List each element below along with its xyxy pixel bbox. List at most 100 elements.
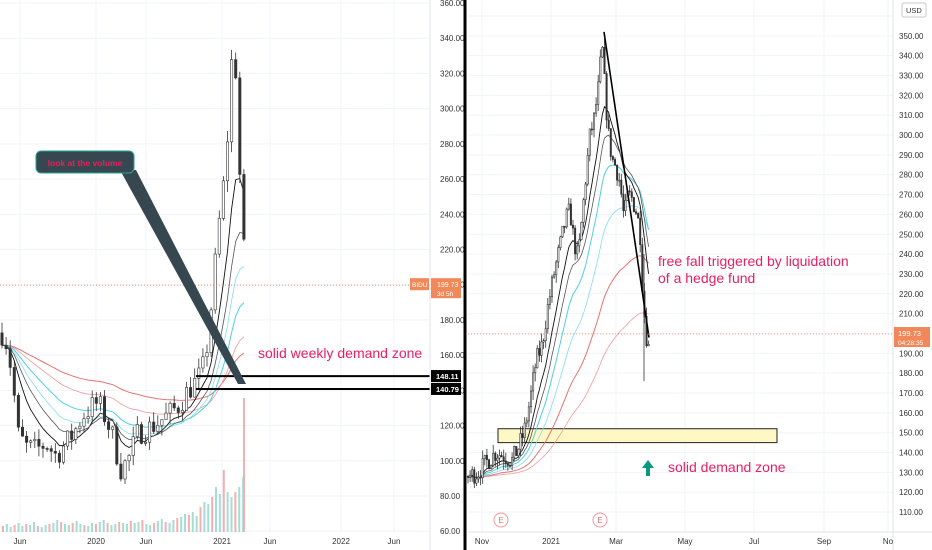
daily-candle: [479, 470, 482, 486]
weekly-candle-body: [180, 409, 184, 413]
weekly-candle-body: [164, 412, 168, 420]
daily-candle-body: [498, 455, 501, 459]
daily-candle: [628, 185, 631, 196]
weekly-candle: [152, 412, 156, 435]
weekly-candle: [205, 344, 209, 367]
weekly-volume-bar: [2, 526, 4, 532]
weekly-y-tick-label: 100.00: [440, 457, 465, 466]
weekly-candle-body: [226, 141, 230, 182]
weekly-candle: [160, 419, 164, 436]
daily-candle-body: [565, 208, 568, 228]
daily-candle: [515, 446, 518, 456]
daily-candle-body: [473, 469, 476, 484]
daily-candle-body: [496, 457, 499, 461]
daily-chart-panel[interactable]: USD 110.00 120.00 130.00 140.00 150.00 160.00 1…: [466, 0, 932, 550]
weekly-candle: [135, 416, 139, 440]
weekly-candle: [61, 441, 65, 465]
daily-candle-body: [553, 274, 556, 278]
daily-candle-body: [609, 128, 612, 157]
weekly-volume-bar: [21, 526, 24, 532]
weekly-y-tick-label: 240.00: [440, 210, 465, 219]
daily-candle-body: [506, 463, 509, 466]
daily-candle-body: [582, 199, 585, 223]
daily-y-tick-label: 210.00: [899, 310, 924, 319]
weekly-volume-bar: [215, 487, 218, 532]
daily-candle: [523, 417, 526, 443]
daily-candle-body: [523, 422, 526, 438]
daily-ma-lightcyan: [467, 205, 649, 478]
daily-candle-body: [515, 446, 518, 456]
daily-candle-body: [647, 344, 650, 347]
daily-candle-body: [637, 213, 640, 219]
weekly-volume-bar: [67, 525, 70, 532]
daily-candle-body: [532, 372, 535, 392]
daily-candle-body: [538, 348, 541, 356]
weekly-candle: [33, 431, 37, 448]
weekly-candle: [78, 422, 82, 434]
weekly-candle-body: [119, 463, 123, 480]
weekly-volume-bar: [125, 524, 128, 532]
daily-candle: [605, 71, 608, 129]
weekly-level-tag: [431, 382, 461, 395]
weekly-candle: [193, 368, 197, 398]
daily-candle-body: [544, 328, 547, 341]
daily-ma-cyan: [467, 164, 650, 478]
daily-demand-zone: [497, 428, 778, 444]
daily-candle-body: [620, 179, 623, 195]
daily-earnings-label: E: [498, 516, 503, 525]
daily-candle: [582, 197, 585, 228]
daily-candle-body: [513, 446, 516, 458]
daily-y-tick-label: 280.00: [899, 171, 924, 180]
daily-candle: [563, 225, 566, 234]
daily-y-tick-label: 160.00: [899, 409, 924, 418]
daily-candle-body: [555, 261, 558, 276]
daily-candle-body: [485, 454, 488, 461]
weekly-candle: [20, 419, 24, 437]
daily-candle: [469, 470, 472, 482]
daily-candle: [647, 340, 650, 347]
daily-candle: [502, 449, 505, 470]
weekly-volume-bar: [207, 504, 210, 532]
daily-candle: [548, 288, 551, 310]
weekly-candle: [94, 391, 98, 412]
weekly-ma-pink: [1, 336, 245, 415]
daily-candle: [475, 472, 478, 486]
weekly-candle-body: [111, 426, 115, 430]
weekly-candle: [156, 415, 160, 433]
daily-candle-body: [611, 156, 614, 160]
daily-candle: [517, 448, 520, 458]
weekly-candle-body: [8, 348, 12, 368]
daily-candle: [553, 271, 556, 279]
weekly-volume-bar: [63, 524, 66, 532]
daily-y-tick-label: 110.00: [899, 508, 923, 517]
weekly-candle: [45, 446, 49, 452]
weekly-candle: [103, 390, 107, 426]
daily-candle-body: [525, 420, 528, 424]
weekly-candle: [115, 422, 119, 466]
weekly-candle: [4, 337, 8, 355]
daily-y-tick-label: 260.00: [899, 210, 924, 219]
weekly-volume-bar: [222, 470, 225, 532]
daily-candle-body: [508, 464, 511, 467]
weekly-y-tick-label: 260.00: [440, 175, 465, 184]
weekly-candle-body: [234, 59, 238, 79]
weekly-volume-bar: [172, 520, 175, 532]
daily-candle-body: [517, 448, 520, 456]
weekly-chart-panel[interactable]: 60.0080.00100.00120.00140.00160.00180.00…: [0, 0, 465, 550]
weekly-candle-body: [189, 387, 193, 398]
daily-candle: [620, 173, 623, 198]
weekly-candle: [213, 247, 217, 314]
weekly-candle: [131, 426, 135, 466]
daily-candle-body: [574, 227, 577, 255]
daily-candle-body: [639, 217, 642, 245]
daily-candle-body: [567, 203, 570, 210]
annotation-layer: look at the volume solid weekly demand zo…: [35, 0, 849, 550]
daily-candle: [504, 452, 507, 468]
weekly-candle-body: [230, 59, 234, 143]
weekly-volume-bar: [110, 525, 113, 532]
daily-candle-body: [571, 224, 574, 229]
callout-box: [35, 150, 135, 174]
weekly-candle: [168, 401, 172, 424]
daily-candle: [496, 454, 499, 470]
